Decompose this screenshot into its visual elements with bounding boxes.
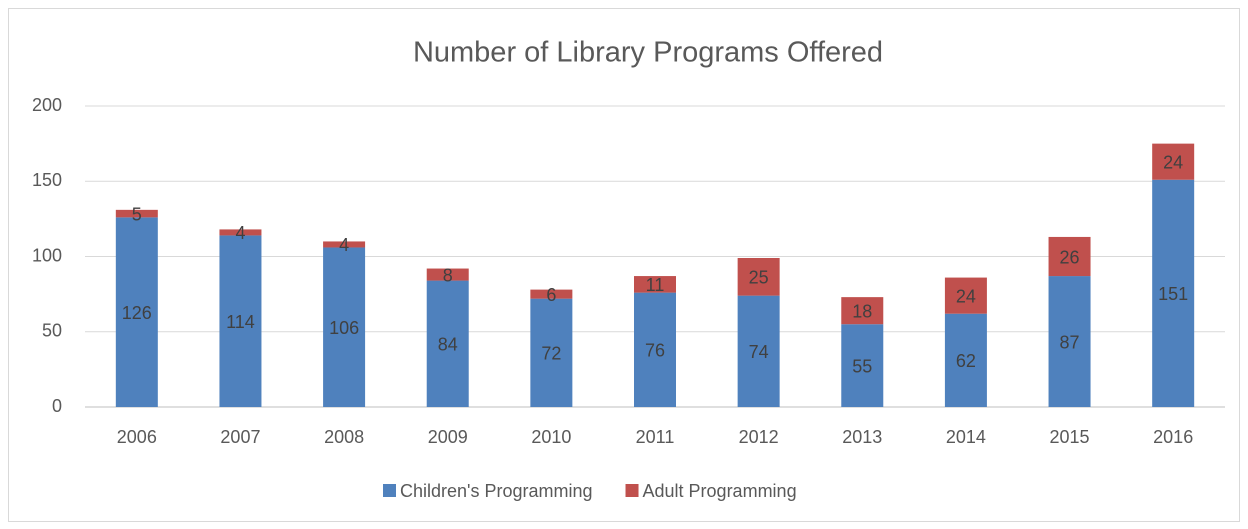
x-tick-label: 2013: [842, 427, 882, 447]
bar-segment: [737, 258, 780, 296]
data-label: 87: [1060, 332, 1080, 352]
data-label: 24: [1163, 152, 1183, 172]
x-tick-label: 2014: [946, 427, 986, 447]
legend-label: Adult Programming: [643, 481, 797, 501]
x-tick-label: 2011: [636, 427, 675, 447]
bar-segment: [323, 241, 366, 248]
data-label: 151: [1158, 284, 1188, 304]
bar-segment: [1048, 276, 1091, 407]
x-tick-label: 2009: [428, 427, 468, 447]
x-tick-label: 2015: [1050, 427, 1090, 447]
x-tick-label: 2006: [117, 427, 157, 447]
chart-border: [8, 8, 1240, 522]
y-tick-label: 200: [32, 95, 62, 115]
bar-segment: [1152, 143, 1195, 180]
bar-segment: [841, 324, 884, 407]
bar-segment: [841, 297, 884, 325]
bar-segment: [530, 289, 573, 299]
data-label: 106: [329, 318, 359, 338]
data-label: 62: [956, 351, 976, 371]
x-tick-label: 2010: [531, 427, 571, 447]
y-tick-label: 100: [32, 245, 62, 265]
data-label: 4: [235, 223, 245, 243]
bar-segment: [323, 247, 366, 407]
data-label: 4: [339, 235, 349, 255]
bar-segment: [219, 229, 262, 236]
bar-segment: [944, 277, 987, 314]
x-tick-label: 2007: [220, 427, 260, 447]
x-tick-label: 2008: [324, 427, 364, 447]
bar-segment: [530, 298, 573, 407]
bar-segment: [219, 235, 262, 407]
data-label: 25: [749, 268, 769, 288]
bar-segment: [115, 217, 158, 407]
data-label: 5: [132, 204, 142, 224]
y-tick-label: 150: [32, 170, 62, 190]
bar-segment: [426, 280, 469, 407]
bar-segment: [634, 292, 676, 407]
bar-segment: [115, 209, 158, 218]
data-label: 24: [956, 286, 976, 306]
bar-segment: [1152, 179, 1195, 407]
bar-segment: [737, 295, 780, 407]
y-tick-label: 0: [52, 396, 62, 416]
x-tick-label: 2012: [739, 427, 779, 447]
data-label: 114: [226, 312, 255, 332]
data-label: 11: [646, 275, 665, 295]
y-tick-label: 50: [42, 321, 62, 341]
data-label: 126: [122, 303, 152, 323]
data-label: 8: [443, 265, 453, 285]
legend-label: Children's Programming: [400, 481, 593, 501]
legend-swatch: [383, 484, 396, 497]
data-label: 76: [645, 341, 665, 361]
legend-swatch: [625, 484, 639, 497]
chart-title: Number of Library Programs Offered: [413, 37, 883, 69]
bar-segment: [426, 268, 469, 281]
x-tick-label: 2016: [1153, 427, 1193, 447]
data-label: 55: [852, 356, 872, 376]
data-label: 18: [852, 301, 872, 321]
data-label: 72: [541, 344, 561, 364]
data-label: 6: [546, 285, 556, 305]
bar-segment: [944, 313, 987, 407]
data-label: 74: [749, 342, 769, 362]
data-label: 26: [1060, 247, 1080, 267]
data-label: 84: [438, 335, 458, 355]
bar-segment: [1048, 236, 1091, 277]
bar-segment: [634, 276, 676, 293]
